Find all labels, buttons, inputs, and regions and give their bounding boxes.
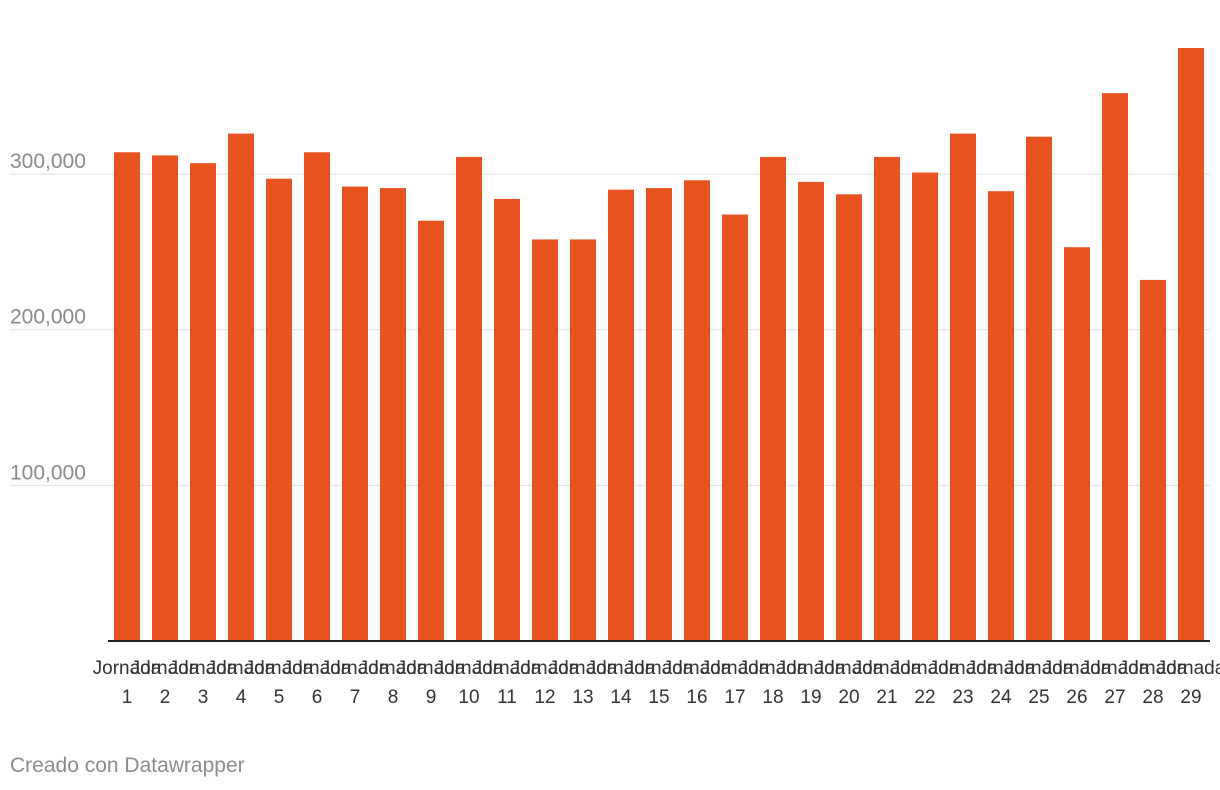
bar (342, 186, 368, 641)
x-tick-label-word: Jornada (1043, 658, 1112, 679)
x-tick-label-word: Jornada (777, 658, 846, 679)
x-tick-label-number: 18 (762, 687, 783, 708)
y-tick-label: 300,000 (10, 150, 86, 173)
credit-text: Creado con Datawrapper (10, 754, 245, 777)
bar (836, 194, 862, 642)
x-tick-label-number: 23 (952, 687, 973, 708)
x-tick-label-number: 11 (497, 687, 517, 708)
bar (988, 191, 1014, 642)
x-tick-label-word: Jornada (1081, 658, 1150, 679)
bar (684, 180, 710, 642)
bar (1102, 93, 1128, 642)
x-tick-label-number: 24 (990, 687, 1012, 708)
x-tick-label-number: 3 (198, 687, 209, 708)
x-tick-label-word: Jornada (1119, 658, 1188, 679)
x-tick-label-word: Jornada (131, 658, 200, 679)
bar (228, 133, 254, 641)
x-tick-label-number: 28 (1142, 687, 1163, 708)
bar (494, 198, 520, 641)
x-tick-label-word: Jornada (169, 658, 238, 679)
x-axis-labels: Jornada 1 Jornada 2 Jornada 3 Jornada 4 Jornada 5… (93, 658, 1220, 708)
x-tick-label-number: 29 (1180, 687, 1201, 708)
x-tick-label-number: 1 (122, 687, 133, 708)
x-tick-label-number: 10 (458, 687, 479, 708)
x-tick-label-word: Jornada (663, 658, 732, 679)
x-tick-label-word: Jornada (473, 658, 542, 679)
x-tick-label-word: Jornada (587, 658, 656, 679)
x-tick-label-word: Jornada (853, 658, 922, 679)
x-tick-label-word: Jornada (891, 658, 960, 679)
x-tick-label-number: 4 (236, 687, 247, 708)
x-tick-label-number: 8 (388, 687, 399, 708)
x-tick-label-number: 5 (274, 687, 285, 708)
bar (570, 239, 596, 641)
bar (1026, 136, 1052, 641)
bar (874, 156, 900, 641)
y-tick-label: 200,000 (10, 306, 86, 329)
x-tick-label-number: 14 (610, 687, 632, 708)
bar (646, 188, 672, 641)
x-tick-label-word: Jornada (321, 658, 390, 679)
bar (722, 214, 748, 641)
x-tick-label-number: 19 (800, 687, 821, 708)
x-tick-label-number: 16 (686, 687, 707, 708)
x-tick-label-word: Jornada (93, 658, 162, 679)
bar (418, 220, 444, 641)
x-tick-label-word: Jornada (397, 658, 466, 679)
x-tick-label-word: Jornada (701, 658, 770, 679)
x-tick-label-number: 9 (426, 687, 437, 708)
x-tick-label-word: Jornada (625, 658, 694, 679)
x-tick-label-number: 20 (838, 687, 859, 708)
bar (760, 156, 786, 641)
bar (1140, 279, 1166, 641)
bar (912, 172, 938, 641)
x-tick-label-word: Jornada (967, 658, 1036, 679)
bar (380, 188, 406, 641)
x-tick-label-number: 27 (1104, 687, 1125, 708)
bar (456, 156, 482, 641)
x-tick-label-number: 25 (1028, 687, 1049, 708)
bar (152, 155, 178, 641)
x-tick-label-word: Jornada (1005, 658, 1074, 679)
x-tick-label-number: 7 (350, 687, 361, 708)
x-tick-label-number: 2 (160, 687, 171, 708)
x-tick-label-word: Jornada (1157, 658, 1220, 679)
x-tick-label-word: Jornada (245, 658, 314, 679)
y-tick-label: 100,000 (10, 461, 86, 484)
bar (608, 189, 634, 641)
bar (266, 178, 292, 641)
x-tick-label-number: 15 (648, 687, 669, 708)
x-tick-label-number: 6 (312, 687, 323, 708)
x-tick-label-number: 26 (1066, 687, 1087, 708)
bar (798, 181, 824, 641)
bar (114, 152, 140, 642)
x-tick-label-word: Jornada (283, 658, 352, 679)
x-tick-label-word: Jornada (739, 658, 808, 679)
x-tick-label-number: 21 (876, 687, 897, 708)
x-tick-label-word: Jornada (359, 658, 428, 679)
bar (304, 152, 330, 642)
bar (190, 163, 216, 642)
x-tick-label-number: 22 (914, 687, 935, 708)
x-tick-label-number: 13 (572, 687, 593, 708)
bar (532, 239, 558, 641)
x-tick-label-word: Jornada (435, 658, 504, 679)
x-tick-label-number: 12 (534, 687, 555, 708)
bar (1178, 48, 1204, 641)
x-tick-label-word: Jornada (929, 658, 998, 679)
bar (950, 133, 976, 641)
x-tick-label-number: 17 (724, 687, 745, 708)
y-axis-labels: 100,000 200,000 300,000 (10, 150, 86, 484)
x-tick-label-word: Jornada (207, 658, 276, 679)
x-tick-label-word: Jornada (815, 658, 884, 679)
x-tick-label-word: Jornada (511, 658, 580, 679)
x-tick-label-word: Jornada (549, 658, 618, 679)
bars (114, 48, 1204, 642)
bar (1064, 247, 1090, 642)
